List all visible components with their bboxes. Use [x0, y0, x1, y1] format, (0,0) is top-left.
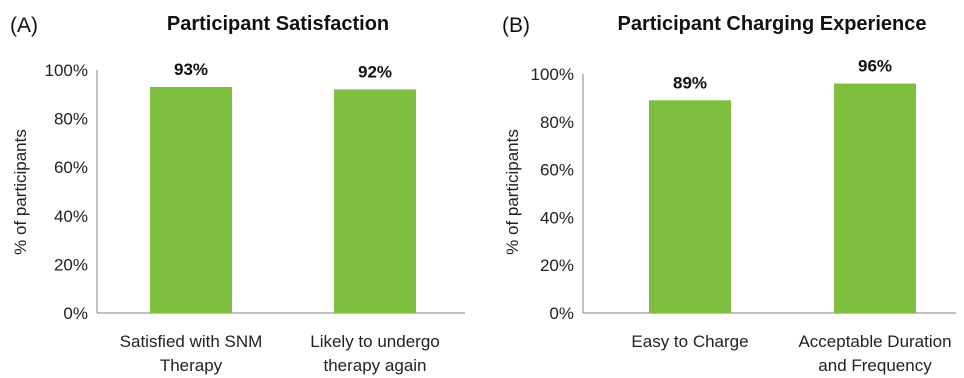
chart-b-svg: (B) Participant Charging Experience % of… — [502, 13, 956, 375]
y-tick-label-b: 60% — [540, 161, 574, 180]
chart-title-a: Participant Satisfaction — [167, 13, 389, 35]
category-label-b-1: Easy to Charge — [631, 332, 748, 351]
y-tick-label-a: 100% — [45, 61, 88, 80]
bar-b-1 — [649, 100, 731, 313]
category-label-b-2: Acceptable Duration and Frequency — [798, 332, 951, 375]
data-label-a-2: 92% — [358, 62, 392, 81]
y-tick-label-b: 20% — [540, 256, 574, 275]
y-tick-label-b: 0% — [549, 304, 574, 323]
bar-b-2 — [834, 83, 916, 313]
y-axis-label-a: % of participants — [11, 129, 30, 255]
y-tick-label-a: 40% — [54, 207, 88, 226]
chart-a-svg: (A) Participant Satisfaction % of partic… — [10, 13, 465, 375]
y-tick-label-b: 40% — [540, 208, 574, 227]
y-tick-label-a: 80% — [54, 110, 88, 129]
y-tick-label-a: 0% — [63, 304, 88, 323]
y-tick-label-b: 100% — [531, 65, 574, 84]
panel-label-a: (A) — [10, 14, 38, 37]
data-label-b-1: 89% — [673, 73, 707, 92]
bar-a-2 — [334, 89, 416, 313]
y-tick-label-a: 60% — [54, 158, 88, 177]
data-label-a-1: 93% — [174, 60, 208, 79]
chart-panel-a: (A) Participant Satisfaction % of partic… — [10, 13, 465, 375]
category-label-a-2: Likely to undergo therapy again — [310, 332, 439, 375]
panel-label-b: (B) — [502, 14, 530, 37]
chart-title-b: Participant Charging Experience — [618, 13, 927, 35]
data-label-b-2: 96% — [858, 57, 892, 76]
y-axis-label-b: % of participants — [503, 129, 522, 255]
y-tick-label-b: 80% — [540, 113, 574, 132]
category-label-a-1: Satisfied with SNM Therapy — [120, 332, 263, 375]
y-tick-label-a: 20% — [54, 255, 88, 274]
bar-a-1 — [150, 87, 232, 313]
chart-panel-b: (B) Participant Charging Experience % of… — [482, 0, 964, 378]
